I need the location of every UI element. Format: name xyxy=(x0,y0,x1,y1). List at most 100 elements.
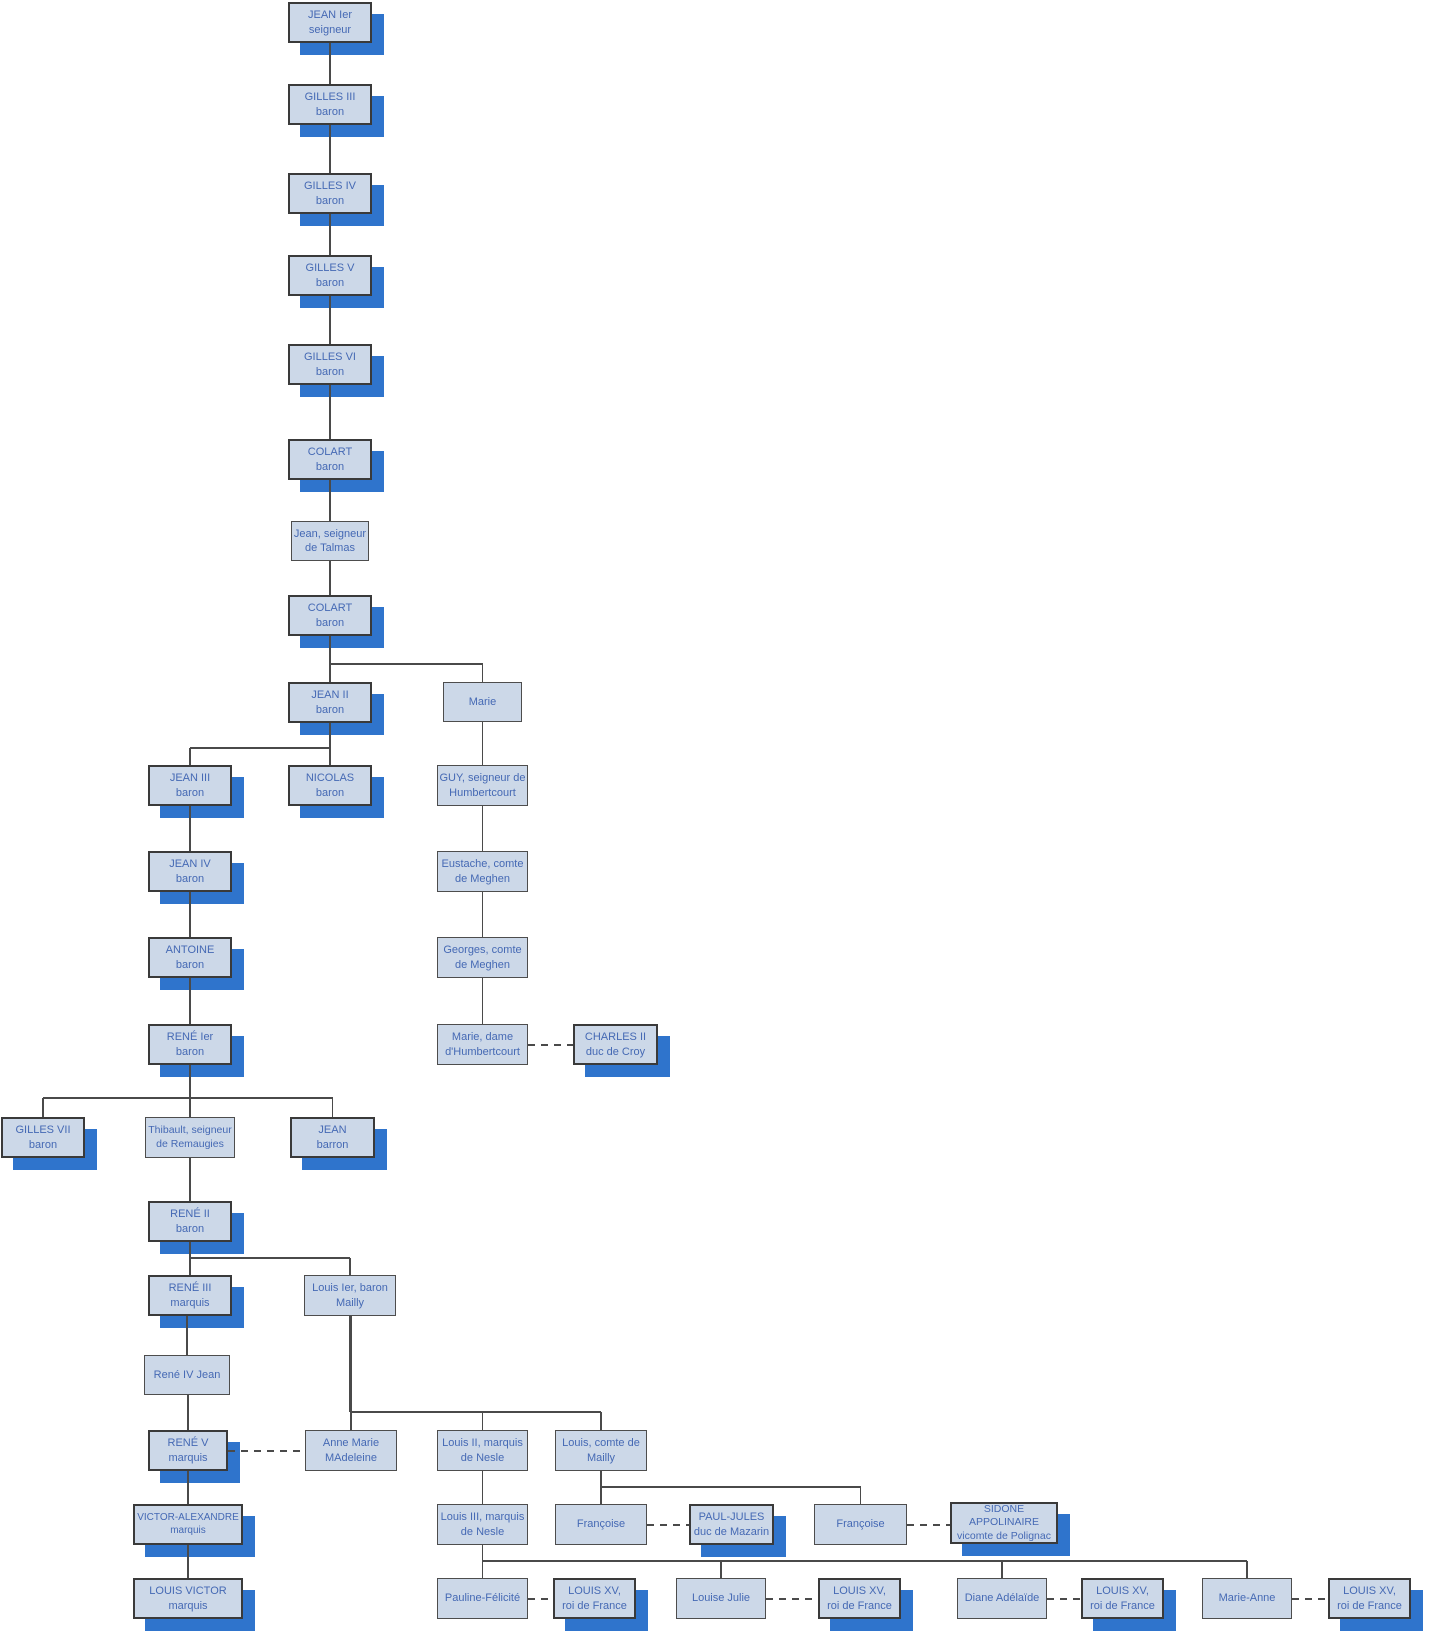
tree-node-charles2: CHARLES II duc de Croy xyxy=(573,1024,658,1065)
tree-node-rene3: RENÉ III marquis xyxy=(148,1275,232,1316)
connector-line xyxy=(1246,1561,1248,1578)
connector-line xyxy=(349,1258,351,1275)
connector-line xyxy=(600,1471,602,1487)
connector-line xyxy=(189,978,191,1024)
connector-line xyxy=(329,43,331,84)
connector-line xyxy=(329,636,331,664)
marriage-dashed-line xyxy=(907,1523,950,1526)
tree-node-francoise1: Françoise xyxy=(555,1504,647,1545)
marriage-dashed-line xyxy=(647,1523,689,1526)
connector-line xyxy=(481,1471,484,1504)
tree-node-louisvictor: LOUIS VICTOR marquis xyxy=(133,1578,243,1619)
connector-line xyxy=(329,561,331,595)
connector-line xyxy=(331,1098,334,1117)
tree-node-louis1mailly: Louis Ier, baron Mailly xyxy=(304,1275,396,1316)
connector-line xyxy=(329,125,331,173)
connector-line xyxy=(190,1257,350,1259)
tree-node-jean3: JEAN III baron xyxy=(148,765,232,806)
connector-line xyxy=(601,1486,861,1488)
connector-line xyxy=(43,1097,190,1099)
tree-node-louisejulie: Louise Julie xyxy=(676,1578,766,1619)
tree-node-marie: Marie xyxy=(443,682,522,722)
tree-node-pauline: Pauline-Félicité xyxy=(437,1578,528,1619)
connector-line xyxy=(189,1158,191,1201)
connector-line xyxy=(329,480,331,521)
tree-node-jean4: JEAN IV baron xyxy=(148,851,232,892)
tree-node-eustache: Eustache, comte de Meghen xyxy=(437,851,528,892)
connector-line xyxy=(600,1412,602,1430)
tree-node-sidone: SIDONE APPOLINAIRE vicomte de Polignac xyxy=(950,1502,1058,1544)
tree-node-guy: GUY, seigneur de Humbertcourt xyxy=(437,765,528,806)
connector-line xyxy=(329,385,331,439)
tree-node-colart1: COLART baron xyxy=(288,439,372,480)
tree-node-rene2: RENÉ II baron xyxy=(148,1201,232,1242)
connector-line xyxy=(190,1097,333,1099)
tree-node-nicolas: NICOLAS baron xyxy=(288,765,372,806)
tree-node-gilles4: GILLES IV baron xyxy=(288,173,372,214)
tree-node-mariedame: Marie, dame d'Humbertcourt xyxy=(437,1024,528,1065)
connector-line xyxy=(189,1065,191,1098)
tree-node-diane: Diane Adélaïde xyxy=(957,1578,1047,1619)
tree-node-rene4jean: René IV Jean xyxy=(144,1355,230,1395)
connector-line xyxy=(350,1411,601,1413)
connector-line xyxy=(859,1487,862,1504)
connector-line xyxy=(187,1395,189,1430)
connector-line xyxy=(189,892,191,937)
connector-line xyxy=(481,806,484,851)
marriage-dashed-line xyxy=(528,1043,573,1046)
tree-node-rene5: RENÉ V marquis xyxy=(148,1430,228,1471)
tree-node-louisxv3: LOUIS XV, roi de France xyxy=(1081,1578,1164,1619)
connector-line xyxy=(350,1316,352,1430)
tree-node-jeanbarron: JEAN barron xyxy=(290,1117,375,1158)
tree-node-louisxv4: LOUIS XV, roi de France xyxy=(1328,1578,1411,1619)
tree-node-louiscomte: Louis, comte de Mailly xyxy=(555,1430,647,1471)
tree-node-rene1: RENÉ Ier baron xyxy=(148,1024,232,1065)
tree-node-jean2: JEAN II baron xyxy=(288,682,372,723)
connector-line xyxy=(329,214,331,255)
connector-line xyxy=(189,806,191,851)
connector-line xyxy=(481,1545,484,1561)
marriage-dashed-line xyxy=(1047,1597,1081,1600)
tree-node-gilles7: GILLES VII baron xyxy=(1,1117,85,1158)
tree-node-thibault: Thibault, seigneur de Remaugies xyxy=(145,1117,235,1158)
connector-line xyxy=(330,663,483,665)
tree-node-pauljules: PAUL-JULES duc de Mazarin xyxy=(689,1504,774,1545)
tree-node-jeantalmas: Jean, seigneur de Talmas xyxy=(291,521,369,561)
connector-line xyxy=(189,748,191,765)
marriage-dashed-line xyxy=(228,1449,305,1452)
connector-line xyxy=(186,1316,188,1355)
connector-line xyxy=(1001,1561,1003,1578)
tree-node-gilles3: GILLES III baron xyxy=(288,84,372,125)
connector-line xyxy=(329,296,331,344)
tree-node-victor: VICTOR-ALEXANDRE marquis xyxy=(133,1504,243,1545)
connector-line xyxy=(481,1412,484,1430)
marriage-dashed-line xyxy=(1292,1597,1328,1600)
tree-node-marieanne: Marie-Anne xyxy=(1202,1578,1292,1619)
tree-node-gilles5: GILLES V baron xyxy=(288,255,372,296)
tree-node-louisxv2: LOUIS XV, roi de France xyxy=(818,1578,901,1619)
connector-line xyxy=(481,892,484,937)
tree-node-georges: Georges, comte de Meghen xyxy=(437,937,528,978)
connector-line xyxy=(481,722,484,765)
connector-line xyxy=(329,723,331,765)
tree-node-annemarie: Anne Marie MAdeleine xyxy=(305,1430,397,1471)
marriage-dashed-line xyxy=(528,1597,553,1600)
tree-node-colart2: COLART baron xyxy=(288,595,372,636)
connector-line xyxy=(481,664,484,682)
connector-line xyxy=(187,1545,189,1578)
connector-line xyxy=(482,1560,1247,1562)
connector-line xyxy=(190,747,330,749)
tree-node-louis3nesle: Louis III, marquis de Nesle xyxy=(437,1504,528,1545)
tree-node-francoise2: Françoise xyxy=(814,1504,907,1545)
tree-node-louisxv1: LOUIS XV, roi de France xyxy=(553,1578,636,1619)
connector-line xyxy=(349,1316,351,1412)
tree-node-gilles6: GILLES VI baron xyxy=(288,344,372,385)
connector-line xyxy=(42,1098,44,1117)
connector-line xyxy=(189,1242,191,1258)
connector-line xyxy=(720,1561,722,1578)
marriage-dashed-line xyxy=(766,1597,818,1600)
tree-node-jean1: JEAN Ier seigneur xyxy=(288,2,372,43)
tree-node-antoine: ANTOINE baron xyxy=(148,937,232,978)
tree-node-louis2nesle: Louis II, marquis de Nesle xyxy=(437,1430,528,1471)
